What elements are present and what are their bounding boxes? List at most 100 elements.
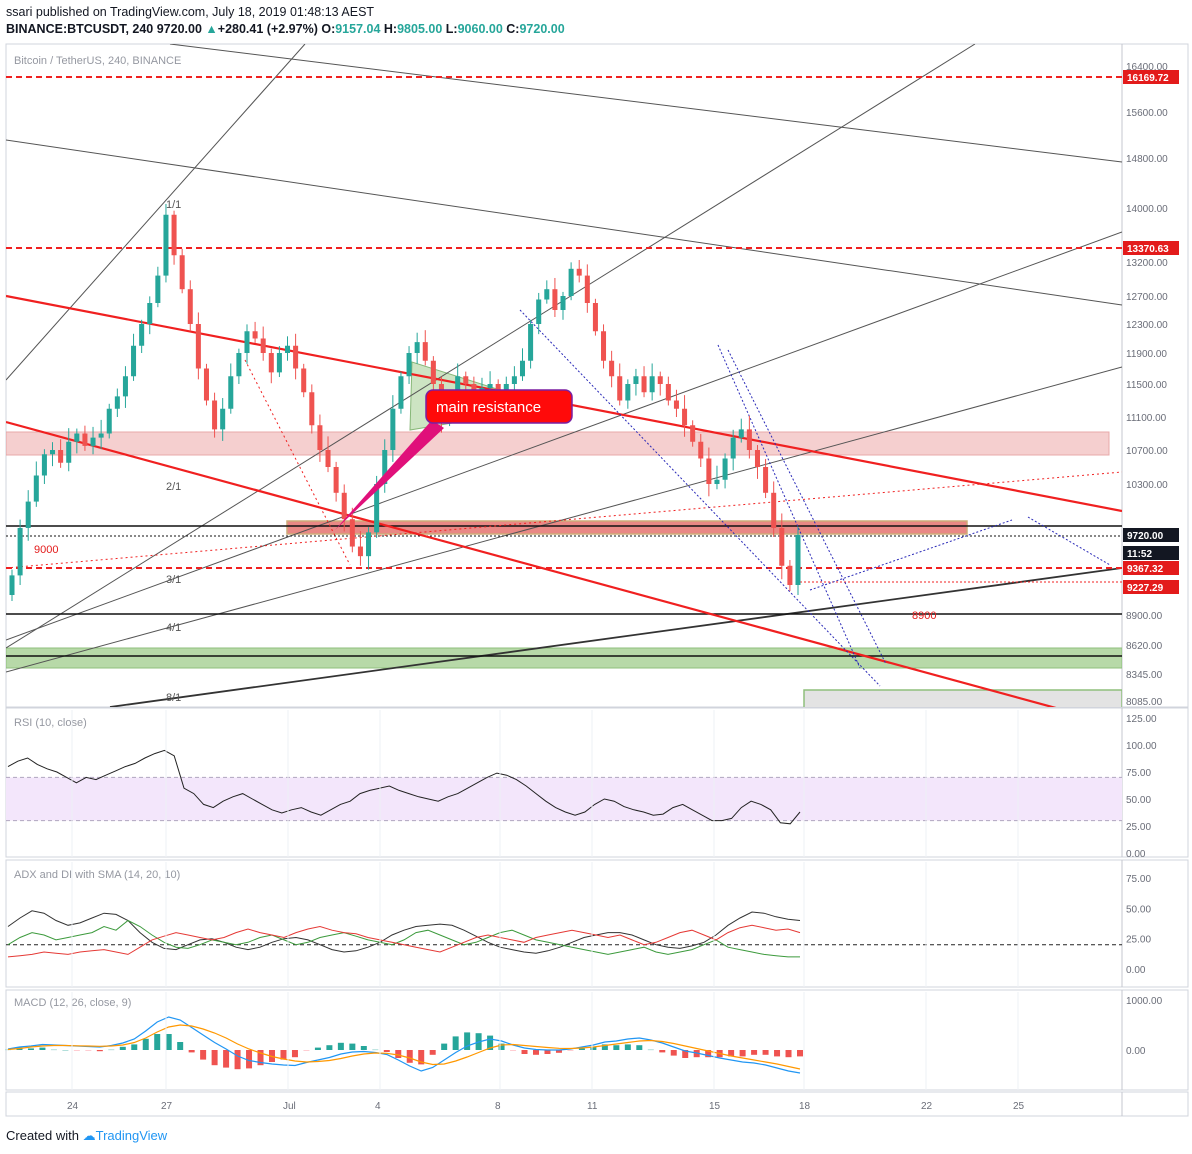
macd-axis: 1000.00 0.00 xyxy=(1126,996,1163,1057)
price-label-text: 13370.63 xyxy=(1127,244,1169,255)
annotation-box xyxy=(425,389,573,424)
candle-body xyxy=(455,376,461,401)
macd-histogram-bar xyxy=(624,1044,631,1050)
price-tick-label: 10700.00 xyxy=(1126,446,1168,457)
candle-body xyxy=(66,441,72,463)
macd-histogram-bar xyxy=(234,1050,241,1070)
candle-body xyxy=(349,519,355,547)
candle-body xyxy=(301,368,307,393)
last-price: 9720.00 xyxy=(156,22,202,36)
candle-body xyxy=(114,396,120,409)
trend-line-6 xyxy=(6,139,1122,306)
candle-body xyxy=(131,345,137,377)
candle-body xyxy=(487,384,493,389)
time-tick-label: 22 xyxy=(921,1101,933,1112)
candle-body xyxy=(511,376,517,384)
price-tick-label: 10300.00 xyxy=(1126,480,1168,491)
rsi-tick-label: 125.00 xyxy=(1126,714,1157,725)
candle-body xyxy=(309,392,315,426)
candle-body xyxy=(41,454,47,476)
price-change: +280.41 (+2.97%) xyxy=(217,22,318,36)
macd-histogram-bar xyxy=(739,1050,746,1057)
macd-histogram-bar xyxy=(751,1050,758,1055)
macd-histogram-bar xyxy=(85,1050,92,1051)
macd-histogram-bar xyxy=(682,1050,689,1058)
adx-pane-title: ADX and DI with SMA (14, 20, 10) xyxy=(14,869,180,881)
candle-body xyxy=(17,527,23,576)
macd-histogram-bar xyxy=(418,1050,425,1065)
price-tick-label: 11500.00 xyxy=(1126,380,1167,391)
macd-histogram-bar xyxy=(441,1043,448,1050)
macd-histogram-bar xyxy=(659,1050,666,1053)
macd-histogram-bar xyxy=(5,1049,11,1051)
candle-body xyxy=(714,479,720,484)
adx-line xyxy=(7,910,801,954)
candle-body xyxy=(179,255,185,290)
rsi-line xyxy=(7,749,801,825)
rsi-tick-label: 50.00 xyxy=(1126,795,1151,806)
price-tick-label: 8900.00 xyxy=(1126,611,1163,622)
up-arrow-icon: ▲ xyxy=(205,22,218,36)
candle-body xyxy=(220,408,226,430)
tradingview-logo-icon[interactable]: ☁ xyxy=(82,1128,96,1143)
candle-body xyxy=(649,376,655,393)
candle-body xyxy=(560,296,566,310)
price-label-text: 16169.72 xyxy=(1127,73,1169,84)
candle-body xyxy=(576,268,582,276)
macd-histogram-bar xyxy=(452,1036,459,1050)
candle-body xyxy=(617,376,623,401)
tradingview-brand[interactable]: TradingView xyxy=(95,1128,168,1143)
level-label-8900: 8900 xyxy=(912,610,936,622)
candle-body xyxy=(633,376,639,384)
candle-body xyxy=(779,527,785,566)
green-demand-zone xyxy=(6,647,1122,669)
candle-body xyxy=(244,331,250,353)
macd-histogram-bar xyxy=(590,1046,597,1050)
adx-tick-label: 75.00 xyxy=(1126,874,1151,885)
macd-histogram-bar xyxy=(96,1050,103,1052)
macd-histogram-bar xyxy=(165,1034,172,1050)
macd-histogram-bar xyxy=(73,1050,80,1051)
price-pane-frame xyxy=(5,43,1189,708)
macd-histogram-bar xyxy=(337,1042,344,1050)
price-label-box xyxy=(1123,546,1179,560)
price-tick-label: 8345.00 xyxy=(1126,670,1163,681)
candle-body xyxy=(293,345,299,369)
symbol-name: BINANCE:BTCUSDT, 240 xyxy=(6,22,154,36)
price-label-box xyxy=(1123,528,1179,542)
candle-body xyxy=(333,467,339,493)
macd-histogram-bar xyxy=(177,1042,184,1050)
candle-body xyxy=(50,450,56,455)
candle-body xyxy=(414,342,420,353)
candle-body xyxy=(252,331,258,339)
macd-histogram-bar xyxy=(303,1050,310,1051)
macd-histogram-bar xyxy=(429,1050,436,1055)
candle-body xyxy=(33,475,39,502)
rsi-tick-label: 75.00 xyxy=(1126,768,1151,779)
macd-histogram-bar xyxy=(27,1048,34,1050)
price-label-text: 9227.29 xyxy=(1127,583,1164,594)
blue-dotted-line-0 xyxy=(519,309,881,687)
macd-histogram-bar xyxy=(314,1047,321,1050)
candle-body xyxy=(325,450,331,467)
macd-histogram-bar xyxy=(50,1049,57,1051)
macd-histogram-bar xyxy=(521,1050,528,1054)
price-axis: 8085.008345.008620.008900.009200.009720.… xyxy=(1126,62,1168,708)
macd-histogram-bar xyxy=(498,1043,505,1050)
macd-histogram-bar xyxy=(785,1050,792,1058)
macd-histogram-bar xyxy=(142,1038,149,1050)
footer: Created with ☁TradingView xyxy=(6,1128,167,1144)
price-tick-label: 8620.00 xyxy=(1126,641,1163,652)
ohlc-c-label: C: xyxy=(506,22,520,36)
macd-histogram-bar xyxy=(280,1050,287,1060)
macd-histogram-bar xyxy=(762,1050,769,1055)
macd-histogram-bar xyxy=(291,1050,298,1058)
candle-body xyxy=(374,484,380,533)
price-label-text: 11:52 xyxy=(1127,549,1152,560)
candle-body xyxy=(357,546,363,557)
time-tick-label: 24 xyxy=(67,1101,79,1112)
time-tick-label: 25 xyxy=(1013,1101,1025,1112)
candle-body xyxy=(74,433,80,442)
macd-histogram-bar xyxy=(728,1050,735,1057)
